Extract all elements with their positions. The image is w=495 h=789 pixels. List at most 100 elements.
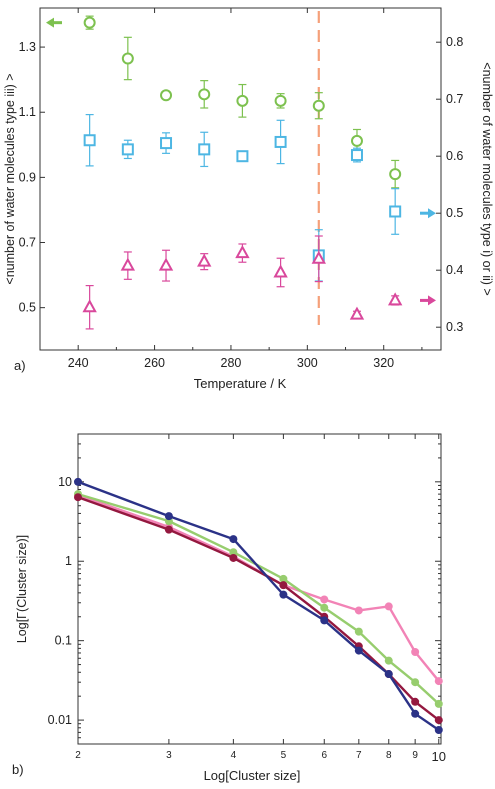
data-point [384, 670, 393, 679]
data-point [229, 548, 238, 557]
panel-b-series [74, 477, 443, 735]
data-point [164, 512, 173, 521]
x-tick-label: 6 [321, 750, 327, 761]
data-point [411, 678, 420, 687]
data-point [434, 677, 443, 686]
right-y-tick-label: 0.6 [446, 149, 463, 163]
data-point [229, 553, 238, 562]
data-point [279, 590, 288, 599]
x-tick-label: 5 [281, 750, 287, 761]
data-point-circle [312, 99, 325, 112]
data-point-triangle [235, 245, 250, 259]
data-point-triangle [349, 306, 365, 320]
data-point-triangle [197, 253, 212, 267]
data-point [411, 697, 420, 706]
x-tick-label: 240 [68, 356, 89, 370]
data-point-circle [350, 134, 363, 147]
panel-a-x-axis-label: Temperature / K [194, 376, 287, 391]
data-point [74, 477, 82, 486]
data-point [229, 535, 238, 544]
panel-a-chart: 240 260 280 300 320 0.5 0.7 0.9 1.1 1.3 0.3 0.4 0.5 0… [3, 7, 494, 391]
data-point-triangle [387, 292, 403, 306]
data-point-square [236, 150, 249, 163]
panel-a-label: a) [14, 358, 26, 373]
series-line [77, 492, 440, 705]
left-y-tick-label: 1.3 [19, 40, 36, 54]
right-y-tick-label: 0.4 [446, 263, 463, 277]
data-point [411, 647, 420, 656]
y-tick-label: 1 [65, 554, 72, 568]
x-tick-label: 10 [432, 749, 446, 764]
data-point-square [121, 143, 134, 156]
data-point [434, 716, 443, 725]
left-y-tick-label: 0.9 [19, 170, 36, 184]
panel-a-series [82, 15, 403, 330]
data-point-square [83, 134, 96, 147]
data-point [320, 595, 329, 604]
data-point [434, 699, 443, 708]
data-point [279, 574, 288, 583]
data-point [279, 581, 288, 590]
right-y-tick-label: 0.8 [446, 35, 463, 49]
panel-a-right-y-axis-label: <number of water molecules type i) or ii… [480, 62, 494, 295]
panel-b-x-axis-label: Log[Cluster size] [204, 768, 301, 783]
right-axis-arrow-head [428, 208, 436, 219]
right-y-tick-label: 0.5 [446, 206, 463, 220]
x-tick-label: 2 [75, 750, 81, 761]
x-tick-label: 260 [144, 356, 165, 370]
data-point-square [160, 137, 173, 150]
data-point-square [350, 149, 363, 162]
panel-a-plot-frame [39, 7, 442, 351]
data-point-triangle [82, 299, 97, 313]
data-point-circle [160, 89, 173, 102]
data-point [354, 627, 363, 636]
y-tick-label: 0.01 [48, 713, 72, 727]
data-point [354, 646, 363, 655]
panel-b-label: b) [12, 762, 24, 777]
data-point-triangle [273, 264, 288, 278]
data-point-square [274, 135, 287, 148]
series-line [77, 493, 440, 682]
data-point [320, 616, 329, 625]
x-tick-label: 3 [166, 750, 172, 761]
data-point [384, 602, 393, 611]
left-y-tick-label: 0.7 [19, 236, 36, 250]
panel-a-ticks: 240 260 280 300 320 0.5 0.7 0.9 1.1 1.3 0.3 0.4 0.5 0… [19, 8, 463, 370]
x-tick-label: 8 [386, 750, 392, 761]
left-y-tick-label: 1.1 [19, 105, 36, 119]
y-tick-label: 0.1 [55, 634, 72, 648]
data-point [74, 493, 82, 502]
panel-b-chart: 2 3 4 5 6 7 8 9 10 0.01 0.1 1 10 Log[Cluster size] L… [12, 433, 446, 783]
x-tick-label: 300 [297, 356, 318, 370]
data-point-circle [389, 168, 402, 181]
data-point [320, 603, 329, 612]
right-y-tick-label: 0.3 [446, 320, 463, 334]
data-point-circle [121, 52, 134, 65]
right-y-tick-label: 0.7 [446, 92, 463, 106]
x-tick-label: 320 [373, 356, 394, 370]
panel-b-y-axis-label: Log[Γ(Cluster size)] [15, 535, 29, 643]
data-point-square [198, 143, 211, 156]
x-tick-label: 7 [356, 750, 362, 761]
data-point-circle [83, 16, 96, 29]
data-point [384, 656, 393, 665]
data-point-circle [236, 94, 249, 107]
data-point-square [389, 205, 402, 218]
x-tick-label: 280 [221, 356, 242, 370]
panel-a-left-y-axis-label: <number of water molecules type iii) > [3, 73, 17, 284]
data-point-triangle [311, 250, 326, 264]
left-axis-arrow-head [46, 17, 54, 28]
right-axis-arrow-head [428, 295, 436, 306]
data-point-triangle [158, 257, 174, 271]
left-y-tick-label: 0.5 [19, 301, 36, 315]
panel-b-ticks: 2 3 4 5 6 7 8 9 10 0.01 0.1 1 10 [48, 433, 446, 764]
data-point [354, 606, 363, 615]
data-point-circle [198, 88, 211, 101]
data-point-triangle [120, 257, 136, 271]
panel-a-axis-arrows [46, 17, 436, 306]
x-tick-label: 4 [231, 750, 237, 761]
data-point [164, 525, 173, 534]
y-tick-label: 10 [58, 475, 72, 489]
data-point [434, 726, 443, 735]
